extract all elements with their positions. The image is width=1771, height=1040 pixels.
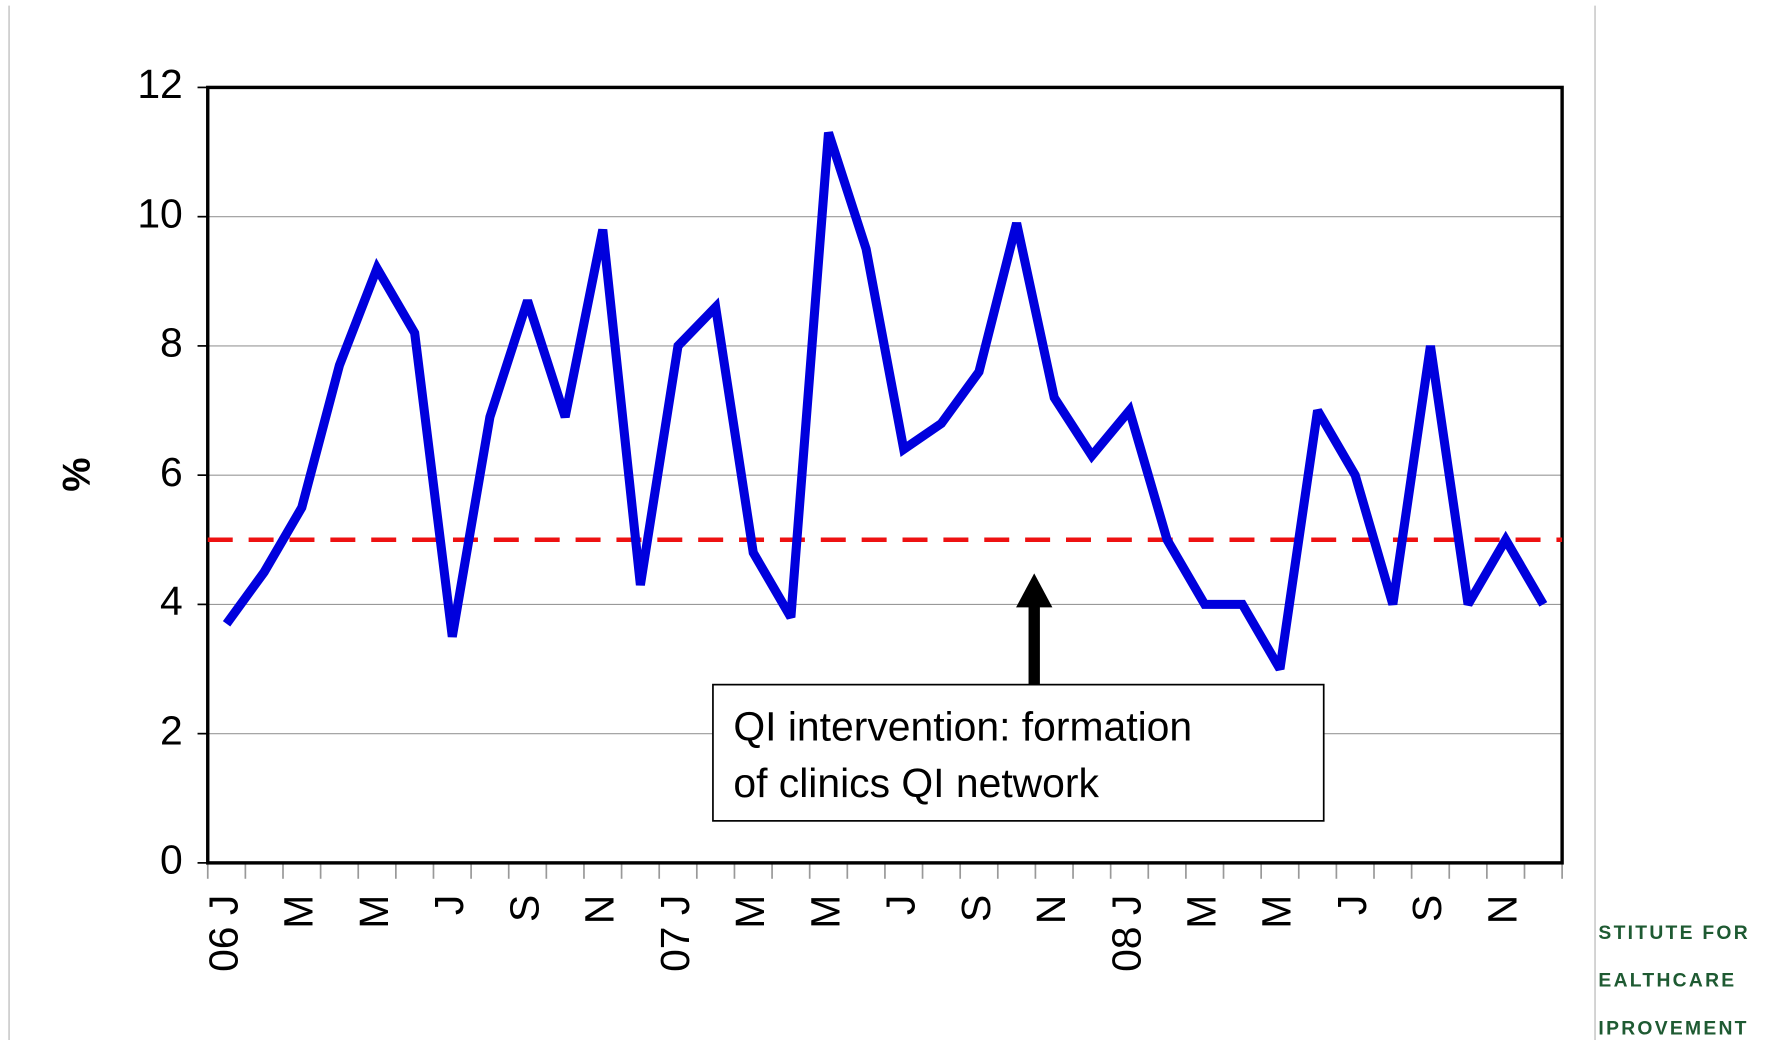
y-tick-label: 4 xyxy=(160,578,183,624)
x-tick-label: M xyxy=(1179,895,1225,929)
x-tick-label: 06 J xyxy=(200,895,246,972)
x-tick-label: M xyxy=(1254,895,1300,929)
annotation-box xyxy=(712,683,1325,822)
x-tick-label: M xyxy=(727,895,773,929)
x-tick-label: M xyxy=(276,895,322,929)
y-tick-label: 2 xyxy=(160,707,183,753)
y-tick-label: 6 xyxy=(160,449,183,495)
x-tick-label: N xyxy=(1479,895,1525,925)
x-tick-label: J xyxy=(1329,895,1375,915)
y-tick-label: 8 xyxy=(160,320,183,366)
x-tick-label: J xyxy=(878,895,924,915)
y-axis-label: % xyxy=(56,457,99,491)
logo-text: STITUTE FOR xyxy=(1598,923,1749,944)
logo-text: EALTHCARE xyxy=(1598,971,1736,992)
x-tick-label: M xyxy=(802,895,848,929)
logo-text: IPROVEMENT xyxy=(1598,1018,1748,1039)
x-tick-label: S xyxy=(953,895,999,922)
annotation-line: of clinics QI network xyxy=(733,760,1099,806)
x-tick-label: N xyxy=(577,895,623,925)
annotation-line: QI intervention: formation xyxy=(733,703,1192,749)
plot-frame xyxy=(206,85,1564,865)
x-tick-label: J xyxy=(426,895,472,915)
arrow-shaft xyxy=(1028,605,1040,687)
x-tick-label: 08 J xyxy=(1103,895,1149,972)
x-tick-label: S xyxy=(1404,895,1450,922)
y-tick-label: 0 xyxy=(160,837,183,883)
x-tick-label: 07 J xyxy=(652,895,698,972)
y-tick-label: 12 xyxy=(137,61,182,107)
x-tick-label: M xyxy=(351,895,397,929)
arrow-head xyxy=(1016,573,1053,608)
x-tick-label: N xyxy=(1028,895,1074,925)
data-line xyxy=(222,131,1548,672)
y-tick-label: 10 xyxy=(137,190,182,236)
x-tick-label: S xyxy=(501,895,547,922)
